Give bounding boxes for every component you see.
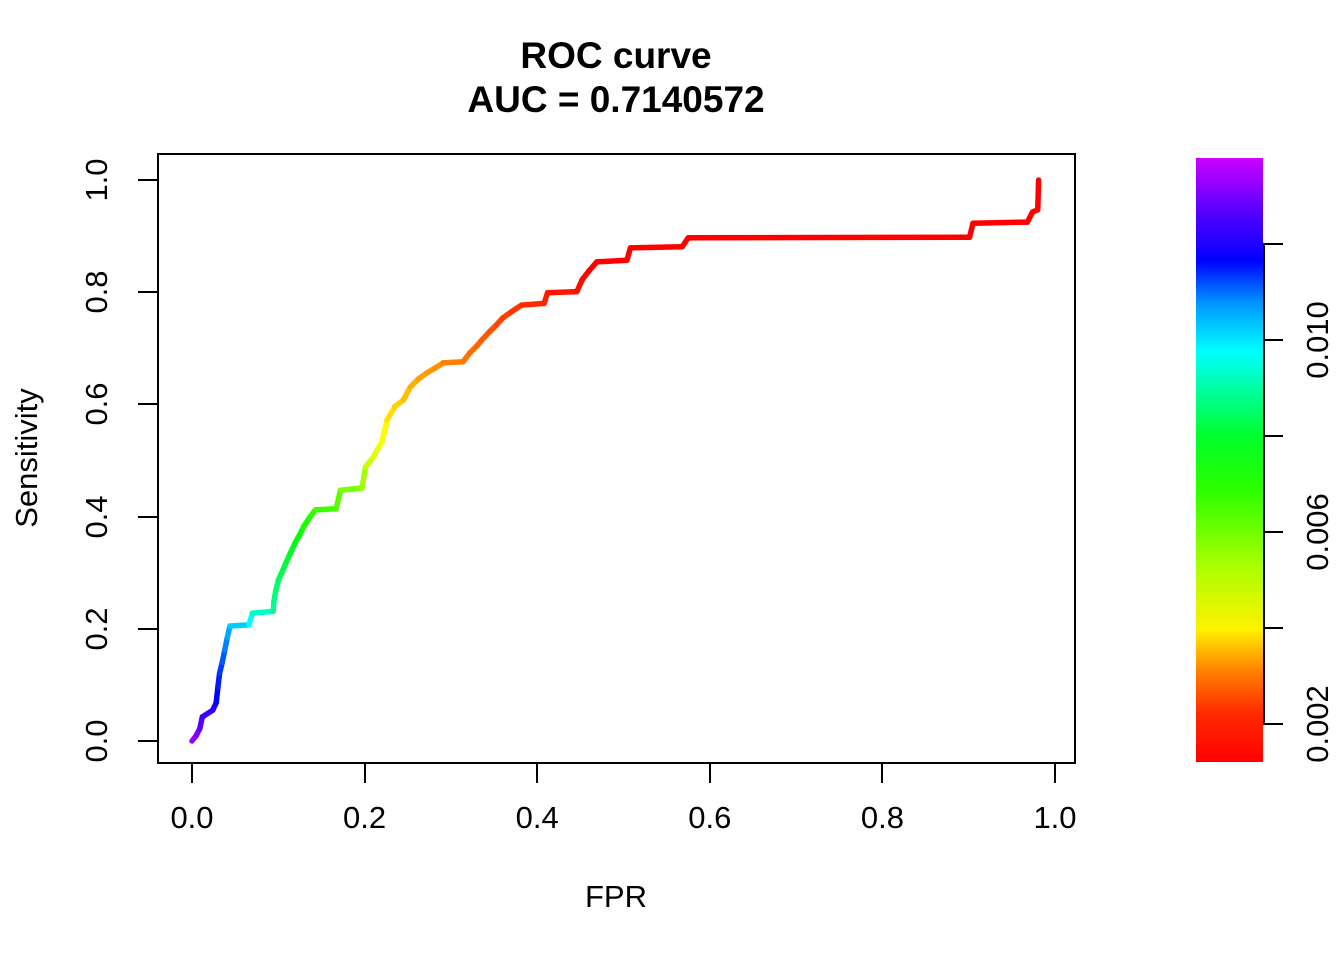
colorbar-tick-label: 0.006 — [1300, 493, 1335, 571]
roc-curve-segment — [379, 417, 390, 445]
colorbar-tick — [1263, 339, 1283, 342]
roc-curve — [189, 177, 1042, 744]
roc-curve-segment — [440, 359, 466, 366]
x-tick — [191, 763, 193, 783]
x-tick-label: 0.4 — [515, 800, 559, 835]
y-tick — [138, 291, 158, 294]
colorbar-axis-line — [1263, 244, 1265, 724]
roc-curve-segment — [518, 300, 547, 308]
roc-curve-segment — [593, 257, 630, 265]
roc-curve-segment — [333, 487, 344, 512]
y-tick-label: 0.6 — [79, 382, 114, 426]
y-tick — [138, 515, 158, 518]
roc-curve-segment — [970, 219, 1031, 226]
chart-subtitle: AUC = 0.7140572 — [467, 79, 765, 120]
roc-curve-segment — [249, 608, 276, 616]
colorbar-tick — [1263, 435, 1283, 438]
x-tick — [1054, 763, 1056, 783]
x-tick-label: 0.8 — [860, 800, 904, 835]
roc-curve-segment — [312, 505, 339, 513]
plot-area — [157, 153, 1076, 764]
x-tick — [536, 763, 539, 783]
y-tick — [138, 179, 158, 181]
roc-curve-segment — [685, 234, 973, 241]
y-tick — [138, 627, 158, 630]
y-tick — [138, 403, 158, 406]
roc-curve-segment — [1034, 177, 1042, 213]
x-axis-label: FPR — [585, 879, 647, 914]
colorbar-legend — [1196, 158, 1263, 762]
y-tick-label: 0.8 — [79, 270, 114, 314]
x-tick-label: 0.2 — [343, 800, 387, 835]
roc-curve-segment — [337, 485, 365, 493]
roc-curve-segment — [359, 464, 369, 491]
roc-curve-segment — [544, 288, 580, 296]
colorbar-tick — [1263, 530, 1283, 533]
x-tick — [881, 763, 884, 783]
x-tick — [363, 763, 366, 783]
x-tick-label: 0.6 — [688, 800, 732, 835]
y-tick-label: 0.0 — [79, 719, 114, 763]
y-tick — [138, 740, 158, 742]
x-tick-label: 0.0 — [170, 800, 214, 835]
y-axis-label: Sensitivity — [9, 388, 44, 528]
x-tick — [708, 763, 711, 783]
colorbar-tick-label: 0.010 — [1300, 301, 1335, 379]
colorbar-tick — [1263, 722, 1283, 725]
colorbar-tick — [1263, 243, 1283, 246]
chart-title: ROC curve — [520, 35, 712, 76]
x-tick-label: 1.0 — [1033, 800, 1077, 835]
colorbar-tick-label: 0.002 — [1300, 684, 1335, 763]
y-tick-label: 1.0 — [79, 158, 114, 202]
y-tick-label: 0.2 — [79, 607, 114, 651]
y-tick-label: 0.4 — [79, 495, 114, 539]
roc-curve-segment — [627, 244, 685, 251]
roc-curve-segment — [227, 622, 252, 629]
colorbar-tick — [1263, 626, 1283, 629]
